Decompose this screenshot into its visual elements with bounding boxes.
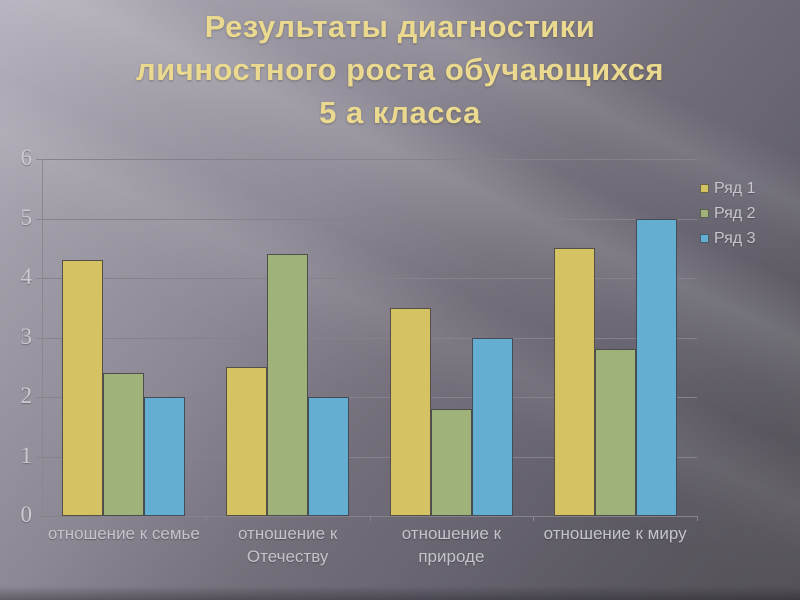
y-axis-tick xyxy=(36,159,42,160)
chart-legend: Ряд 1 Ряд 2 Ряд 3 xyxy=(700,176,755,251)
bar-series2-cat1 xyxy=(103,373,145,516)
gridline xyxy=(42,456,697,458)
y-axis-tick-label: 6 xyxy=(20,145,33,170)
category-label: отношение к миру xyxy=(543,524,687,543)
y-axis-tick xyxy=(36,516,42,517)
bar-series1-cat1 xyxy=(62,260,104,516)
bar-series3-cat3 xyxy=(471,337,513,516)
gridline xyxy=(42,337,697,339)
legend-item: Ряд 2 xyxy=(700,201,755,226)
bar-series2-cat2 xyxy=(267,254,309,516)
y-axis-tick-label: 1 xyxy=(20,442,33,468)
y-axis-tick-label: 0 xyxy=(20,502,33,527)
legend-color-swatch-icon xyxy=(700,209,709,218)
legend-item: Ряд 1 xyxy=(700,176,755,201)
x-axis-tick xyxy=(697,516,698,521)
bar-series2-cat4 xyxy=(594,349,636,516)
legend-label: Ряд 2 xyxy=(714,204,756,222)
legend-item: Ряд 3 xyxy=(700,226,755,251)
y-axis-tick xyxy=(36,278,42,279)
legend-color-swatch-icon xyxy=(700,184,709,193)
category-label: отношение к Отечеству xyxy=(237,524,338,566)
bar-series3-cat4 xyxy=(635,218,677,516)
bar-series1-cat2 xyxy=(226,367,268,516)
bar-series2-cat3 xyxy=(430,408,472,516)
gridline xyxy=(42,218,697,220)
x-axis-tick xyxy=(369,516,371,521)
legend-color-swatch-icon xyxy=(700,234,709,243)
gridline xyxy=(42,159,697,160)
bar-series3-cat2 xyxy=(308,397,350,516)
y-axis-tick-label: 3 xyxy=(20,323,33,349)
y-axis-tick-label: 2 xyxy=(20,383,33,408)
gridline xyxy=(42,278,697,279)
category-label: отношение к семье xyxy=(47,524,200,543)
y-axis-tick xyxy=(36,456,42,458)
y-axis-tick-label: 5 xyxy=(20,204,33,230)
category-label: отношение к природе xyxy=(401,524,502,566)
y-axis-tick-label: 4 xyxy=(20,264,33,289)
bar-series1-cat3 xyxy=(389,307,431,516)
y-axis-line xyxy=(42,159,43,517)
page-title: Результаты диагностики личностного роста… xyxy=(135,9,664,130)
bar-chart: 0 1 2 3 4 5 6 отношение к семье отношение к Отеч… xyxy=(0,145,800,590)
legend-label: Ряд 3 xyxy=(714,229,756,247)
bar-series3-cat1 xyxy=(144,397,186,516)
x-axis-tick xyxy=(42,516,43,521)
legend-label: Ряд 1 xyxy=(714,179,756,197)
bar-series1-cat4 xyxy=(553,248,595,516)
y-axis-tick xyxy=(36,397,42,398)
x-axis-tick xyxy=(533,516,535,521)
x-axis-tick xyxy=(205,516,207,521)
gridline xyxy=(42,397,697,398)
y-axis-tick xyxy=(36,218,42,220)
y-axis-tick xyxy=(36,337,42,339)
